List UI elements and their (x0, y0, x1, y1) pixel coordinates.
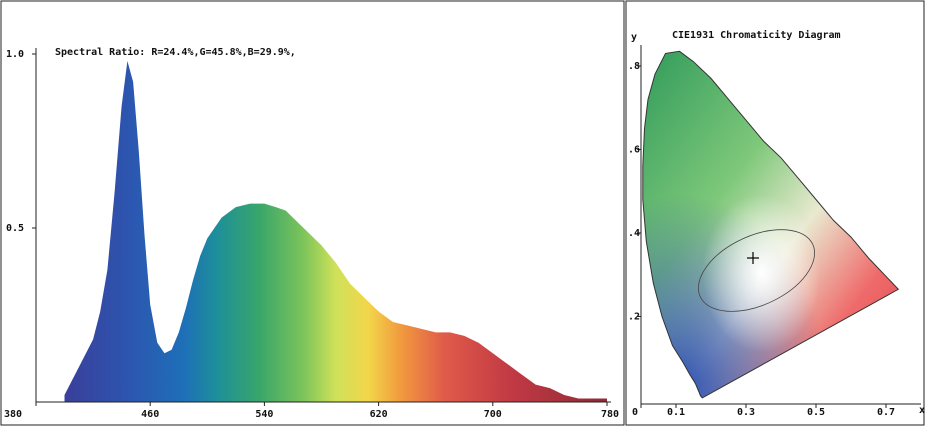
cie-axes: 0 0.1 0.3 0.5 0.7 .2 .4 .6 .8 (628, 45, 921, 418)
spectrum-x-tick-label: 380 (4, 409, 22, 420)
spectrum-title: Spectral Ratio: R=24.4%,G=45.8%,B=29.9%, (55, 46, 296, 58)
spectrum-x-tick-label: 460 (141, 409, 159, 420)
cie-x-tick-label: 0.7 (877, 407, 895, 418)
cie-y-tick-label: .2 (628, 311, 640, 322)
spectrum-x-tick-label: 620 (370, 409, 388, 420)
cie-xlabel: x (919, 405, 925, 416)
spectrum-x-tick-label: 700 (484, 409, 502, 420)
planckian-region (698, 229, 815, 312)
cie-title: CIE1931 Chromaticity Diagram (672, 29, 841, 41)
cie-y-tick-label: .8 (628, 61, 640, 72)
spectrum-area (64, 61, 607, 402)
cie-panel-border (625, 0, 925, 426)
spectrum-x-tick-label: 540 (255, 409, 273, 420)
cie-x-tick-label: 0 (632, 407, 638, 418)
spectrum-panel-border (0, 0, 625, 426)
cie-ylabel: y (631, 32, 637, 43)
spectrum-y-tick-label: 0.5 (6, 223, 24, 234)
spectral-locus (642, 50, 900, 399)
cie-y-tick-label: .4 (628, 228, 640, 239)
cie-y-tick-label: .6 (628, 144, 640, 155)
measured-point-marker (747, 252, 759, 264)
cie-x-tick-label: 0.1 (667, 407, 685, 418)
spectrum-axes: 380 460 540 620 700 780 0.5 1.0 (4, 48, 619, 420)
cie-x-tick-label: 0.3 (737, 407, 755, 418)
spectrum-x-tick-label: 780 (601, 409, 619, 420)
cie-x-tick-label: 0.5 (807, 407, 825, 418)
spectrum-y-tick-label: 1.0 (6, 49, 24, 60)
